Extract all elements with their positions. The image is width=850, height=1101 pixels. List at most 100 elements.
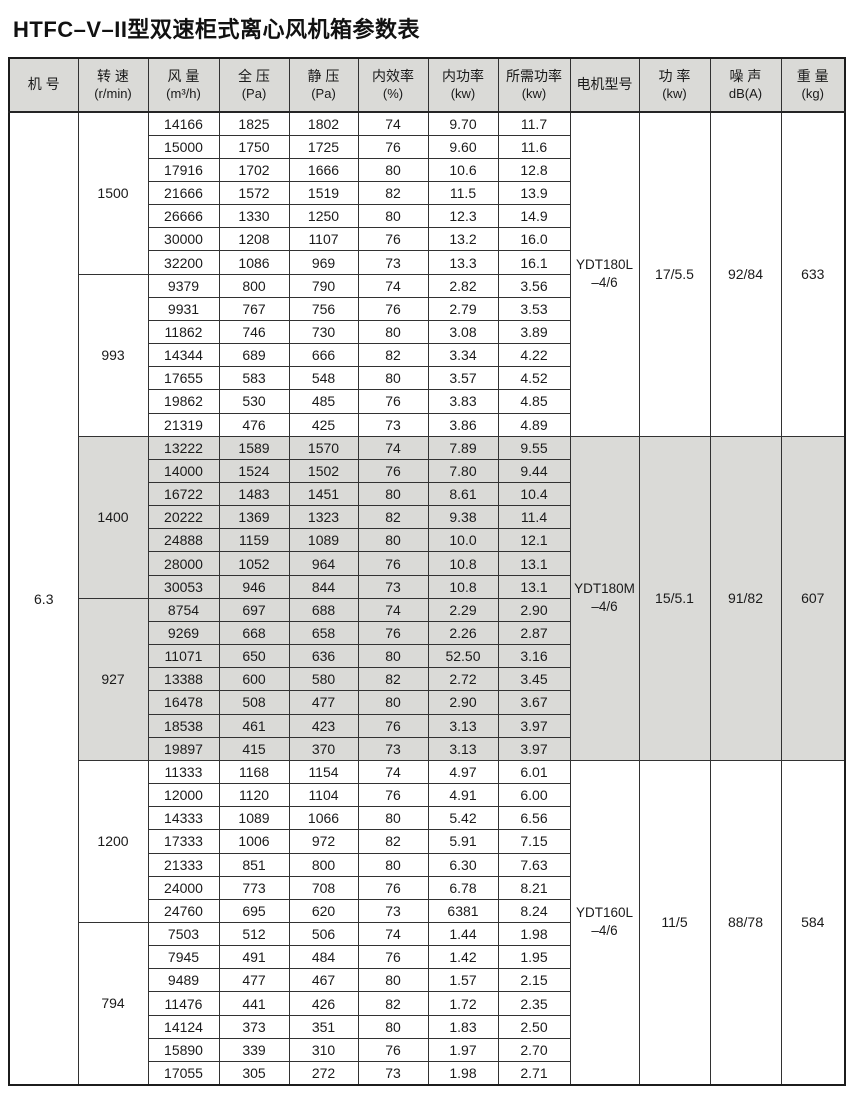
cell-required-power: 16.0 (497, 227, 571, 252)
cell-static-pressure: 1802 (288, 111, 359, 136)
cell-total-pressure: 508 (218, 690, 290, 715)
cell-air-volume: 9931 (147, 296, 220, 321)
cell-internal-efficiency: 76 (357, 713, 429, 738)
cell-static-pressure: 1323 (288, 505, 359, 530)
table-row: 26666 1330 1250 80 12.3 14.9 (9, 204, 845, 229)
table-row: 28000 1052 964 76 10.8 13.1 (9, 551, 845, 576)
cell-total-pressure: 695 (218, 898, 290, 923)
table-row: 14344 689 666 82 3.34 4.22 (9, 343, 845, 368)
cell-internal-efficiency: 76 (357, 620, 429, 646)
cell-motor-power: 15/5.1 (638, 435, 711, 761)
header-row: 机 号 转 速 (r/min) 风 量 (m³/h) 全 压 (Pa) 静 压 (Pa)… (8, 57, 846, 113)
cell-static-pressure: 790 (288, 273, 359, 298)
cell-internal-efficiency: 80 (357, 157, 429, 182)
cell-static-pressure: 1451 (288, 481, 359, 507)
cell-static-pressure: 844 (288, 574, 359, 599)
cell-air-volume: 14166 (147, 111, 220, 136)
cell-internal-power: 2.26 (427, 620, 499, 646)
table-row: 6.3 1500 14166 1825 1802 74 9.70 11.7 YDT180L –4/… (8, 111, 846, 1086)
cell-required-power: 2.70 (497, 1037, 571, 1062)
cell-internal-efficiency: 76 (357, 875, 429, 900)
cell-air-volume: 21333 (147, 852, 220, 877)
cell-required-power: 11.6 (497, 134, 571, 159)
cell-internal-efficiency: 73 (357, 250, 429, 275)
cell-air-volume: 13222 (147, 435, 220, 460)
cell-internal-efficiency: 82 (357, 829, 429, 854)
cell-motor-model: YDT180M –4/6 (569, 435, 640, 761)
cell-static-pressure: 506 (288, 921, 359, 947)
cell-internal-power: 10.6 (427, 157, 499, 182)
cell-internal-efficiency: 80 (357, 1014, 429, 1039)
table-row: 24000 773 708 76 6.78 8.21 (9, 875, 845, 900)
cell-internal-power: 12.3 (427, 204, 499, 229)
cell-internal-power: 5.91 (427, 829, 499, 854)
cell-internal-power: 6.78 (427, 875, 499, 900)
cell-static-pressure: 1570 (288, 435, 359, 460)
cell-required-power: 3.97 (497, 736, 571, 761)
table-row: 9489 477 467 80 1.57 2.15 (9, 968, 845, 993)
table-row: 13388 600 580 82 2.72 3.45 (9, 667, 845, 692)
cell-internal-power: 10.0 (427, 528, 499, 553)
cell-static-pressure: 972 (288, 829, 359, 854)
cell-required-power: 4.85 (497, 389, 571, 414)
cell-total-pressure: 746 (218, 319, 290, 345)
cell-air-volume: 16722 (147, 481, 220, 507)
cell-static-pressure: 1725 (288, 134, 359, 159)
cell-internal-power: 13.3 (427, 250, 499, 275)
header-total-pressure: 全 压 (Pa) (218, 57, 290, 113)
table-row: 18538 461 423 76 3.13 3.97 (9, 713, 845, 738)
cell-required-power: 4.52 (497, 366, 571, 391)
cell-air-volume: 17916 (147, 157, 220, 182)
cell-air-volume: 24000 (147, 875, 220, 900)
table-row: 20222 1369 1323 82 9.38 11.4 (9, 505, 845, 530)
cell-air-volume: 17655 (147, 366, 220, 391)
cell-static-pressure: 969 (288, 250, 359, 275)
cell-total-pressure: 1572 (218, 180, 290, 206)
cell-total-pressure: 415 (218, 736, 290, 761)
cell-internal-power: 2.82 (427, 273, 499, 298)
cell-total-pressure: 491 (218, 945, 290, 970)
cell-internal-efficiency: 76 (357, 945, 429, 970)
cell-air-volume: 11333 (147, 759, 220, 785)
cell-static-pressure: 485 (288, 389, 359, 414)
cell-static-pressure: 1154 (288, 759, 359, 785)
cell-total-pressure: 1006 (218, 829, 290, 854)
cell-air-volume: 14344 (147, 343, 220, 368)
cell-motor-power: 17/5.5 (638, 111, 711, 437)
cell-internal-power: 9.70 (427, 111, 499, 136)
cell-static-pressure: 964 (288, 551, 359, 576)
cell-internal-efficiency: 76 (357, 296, 429, 321)
cell-internal-power: 2.79 (427, 296, 499, 321)
cell-total-pressure: 773 (218, 875, 290, 900)
cell-internal-power: 3.34 (427, 343, 499, 368)
cell-required-power: 4.22 (497, 343, 571, 368)
page-title: HTFC–V–II型双速柜式离心风机箱参数表 (13, 17, 421, 42)
cell-static-pressure: 477 (288, 690, 359, 715)
cell-speed: 927 (77, 597, 149, 761)
cell-total-pressure: 1120 (218, 783, 290, 808)
cell-total-pressure: 512 (218, 921, 290, 947)
table-row: 14124 373 351 80 1.83 2.50 (9, 1014, 845, 1039)
table-body: 6.3 1500 14166 1825 1802 74 9.70 11.7 YDT180L –4/… (8, 111, 846, 1086)
table-row: 17055 305 272 73 1.98 2.71 (9, 1060, 845, 1086)
cell-static-pressure: 425 (288, 412, 359, 437)
cell-air-volume: 19862 (147, 389, 220, 414)
header-machine-no: 机 号 (8, 57, 79, 113)
cell-required-power: 6.56 (497, 806, 571, 831)
cell-internal-power: 52.50 (427, 644, 499, 669)
motor-model-line2: –4/6 (591, 923, 618, 939)
header-internal-power: 内功率 (kw) (427, 57, 499, 113)
cell-internal-efficiency: 73 (357, 1060, 429, 1086)
cell-speed: 1400 (77, 435, 149, 599)
cell-internal-efficiency: 82 (357, 505, 429, 530)
cell-required-power: 2.90 (497, 597, 571, 622)
cell-internal-power: 1.72 (427, 991, 499, 1016)
cell-static-pressure: 658 (288, 620, 359, 646)
cell-air-volume: 16478 (147, 690, 220, 715)
cell-internal-power: 3.13 (427, 713, 499, 738)
cell-internal-power: 9.38 (427, 505, 499, 530)
cell-required-power: 14.9 (497, 204, 571, 229)
cell-air-volume: 26666 (147, 204, 220, 229)
cell-internal-power: 8.61 (427, 481, 499, 507)
cell-internal-efficiency: 74 (357, 597, 429, 622)
